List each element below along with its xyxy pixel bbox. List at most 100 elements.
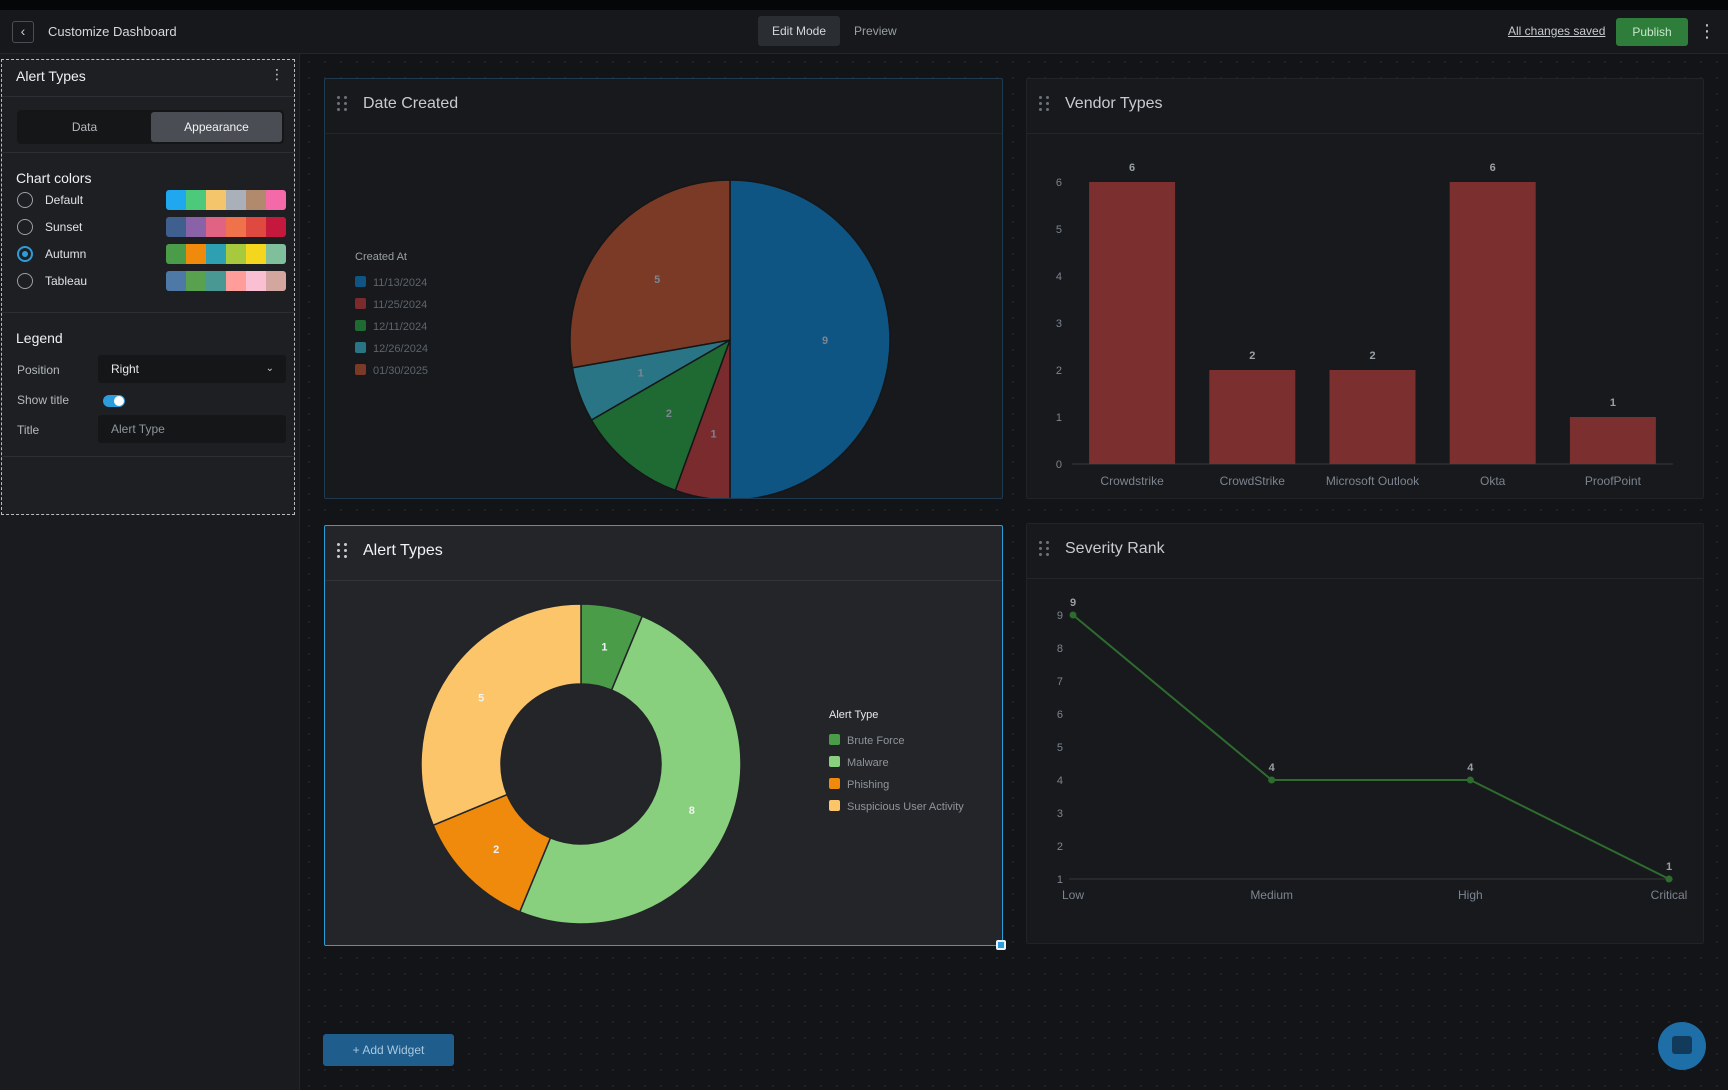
divider — [2, 96, 294, 97]
widget-title: Alert Types — [363, 542, 443, 559]
y-tick-label: 0 — [1056, 459, 1062, 471]
vertical-dots-icon: ⋮ — [1698, 21, 1716, 41]
widget-date-created[interactable]: Date Created 9 1 2 1 5 Created At 11/13/2024 11… — [324, 78, 1003, 499]
palette-radio[interactable] — [17, 273, 33, 289]
widget-vendor-types[interactable]: Vendor Types 0 1 2 3 4 5 6 6 Crowdstrike 2 CrowdSt… — [1026, 78, 1704, 499]
drag-handle-icon[interactable] — [1039, 541, 1051, 557]
position-select[interactable]: Right ⌄ — [98, 355, 286, 383]
legend-swatch — [829, 778, 840, 789]
slice-01-30-2025 — [569, 179, 731, 369]
palette-option-tableau[interactable]: Tableau — [17, 270, 287, 292]
widget-alert-types[interactable]: Alert Types 1 8 2 5 Alert Type Brute Force Mal… — [324, 525, 1003, 946]
position-value: Right — [111, 362, 140, 376]
palette-name: Default — [45, 193, 84, 207]
widget-title: Vendor Types — [1065, 95, 1163, 112]
palette-name: Autumn — [45, 247, 87, 261]
slice-label: 1 — [710, 429, 716, 441]
slice-label: 8 — [689, 805, 695, 817]
more-menu-button[interactable]: ⋮ — [1698, 20, 1716, 44]
chart-colors-title: Chart colors — [16, 170, 92, 186]
color-swatch — [266, 190, 286, 210]
bar-okta — [1449, 182, 1536, 464]
y-tick-label: 4 — [1057, 775, 1063, 787]
color-swatch — [246, 271, 266, 291]
bar-value-label: 2 — [1369, 350, 1375, 362]
legend-title: Alert Type — [829, 709, 878, 721]
divider — [2, 312, 294, 313]
divider — [2, 456, 294, 457]
legend-swatch — [829, 800, 840, 811]
y-tick-label: 1 — [1056, 412, 1062, 424]
tab-appearance[interactable]: Appearance — [151, 112, 282, 142]
tab-preview[interactable]: Preview — [854, 24, 897, 38]
tab-data[interactable]: Data — [71, 120, 98, 134]
drag-handle-icon[interactable] — [337, 543, 349, 559]
color-swatch — [266, 244, 286, 264]
legend-label: Malware — [847, 757, 889, 769]
palette-radio[interactable] — [17, 246, 33, 262]
slice-label: 5 — [654, 274, 660, 286]
x-tick-label: Critical — [1651, 888, 1688, 902]
y-tick-label: 3 — [1056, 318, 1062, 330]
palette-radio[interactable] — [17, 219, 33, 235]
y-tick-label: 9 — [1057, 610, 1063, 622]
tab-edit-mode[interactable]: Edit Mode — [758, 16, 841, 46]
palette-radio[interactable] — [17, 192, 33, 208]
legend-swatch — [355, 364, 366, 375]
donut-chart: 1 8 2 5 Alert Type Brute Force Malware Phishing… — [420, 603, 964, 925]
palette-option-sunset[interactable]: Sunset — [17, 216, 287, 238]
y-tick-label: 7 — [1057, 676, 1063, 688]
data-point — [1069, 611, 1077, 619]
color-swatch — [226, 217, 246, 237]
publish-button[interactable]: Publish — [1616, 18, 1688, 46]
palette-swatches — [166, 217, 286, 237]
widget-severity-rank[interactable]: Severity Rank 1 2 3 4 5 6 7 8 9 9 Low 4 Medium 4 High 1… — [1026, 523, 1704, 944]
color-swatch — [166, 271, 186, 291]
bar-microsoft-outlook — [1329, 370, 1416, 464]
divider — [1027, 133, 1703, 134]
point-value-label: 1 — [1666, 861, 1672, 873]
add-widget-button[interactable]: + Add Widget — [323, 1034, 454, 1066]
legend-label: 11/25/2024 — [373, 299, 427, 311]
point-value-label: 4 — [1269, 762, 1276, 774]
x-tick-label: Low — [1062, 888, 1084, 902]
y-tick-label: 4 — [1056, 271, 1062, 283]
x-tick-label: CrowdStrike — [1220, 474, 1286, 488]
color-swatch — [226, 271, 246, 291]
bar-value-label: 2 — [1249, 350, 1255, 362]
show-title-toggle[interactable] — [103, 395, 125, 407]
x-tick-label: Crowdstrike — [1100, 474, 1164, 488]
x-tick-label: Microsoft Outlook — [1326, 474, 1420, 488]
color-swatch — [166, 190, 186, 210]
drag-handle-icon[interactable] — [337, 96, 349, 112]
resize-handle[interactable] — [996, 940, 1006, 950]
legend-swatch — [355, 298, 366, 309]
slice-malware — [518, 615, 742, 925]
slice-label: 1 — [638, 367, 644, 379]
slice-label: 9 — [822, 335, 828, 347]
slice-11-13-2024 — [729, 179, 891, 498]
back-button[interactable]: ‹ — [12, 21, 34, 43]
chevron-left-icon: ‹ — [20, 23, 26, 39]
point-value-label: 4 — [1467, 762, 1474, 774]
color-swatch — [206, 271, 226, 291]
point-value-label: 9 — [1070, 597, 1076, 609]
y-tick-label: 3 — [1057, 808, 1063, 820]
pie-chart: 9 1 2 1 5 Created At 11/13/2024 11/25/2024 12/11… — [355, 179, 891, 498]
saved-status-link[interactable]: All changes saved — [1508, 24, 1606, 38]
palette-option-autumn[interactable]: Autumn — [17, 243, 287, 265]
slice-label: 5 — [478, 692, 484, 704]
legend-title-input[interactable]: Alert Type — [98, 415, 286, 443]
x-tick-label: High — [1458, 888, 1483, 902]
data-point — [1665, 875, 1673, 883]
chevron-down-icon: ⌄ — [265, 363, 274, 374]
y-tick-label: 6 — [1057, 709, 1063, 721]
config-menu-button[interactable]: ⋮ — [270, 66, 284, 83]
drag-handle-icon[interactable] — [1039, 96, 1051, 112]
color-swatch — [206, 217, 226, 237]
vertical-dots-icon: ⋮ — [270, 66, 284, 82]
x-tick-label: Okta — [1480, 474, 1506, 488]
palette-option-default[interactable]: Default — [17, 189, 287, 211]
chat-button[interactable] — [1658, 1022, 1706, 1070]
data-point — [1268, 776, 1276, 784]
